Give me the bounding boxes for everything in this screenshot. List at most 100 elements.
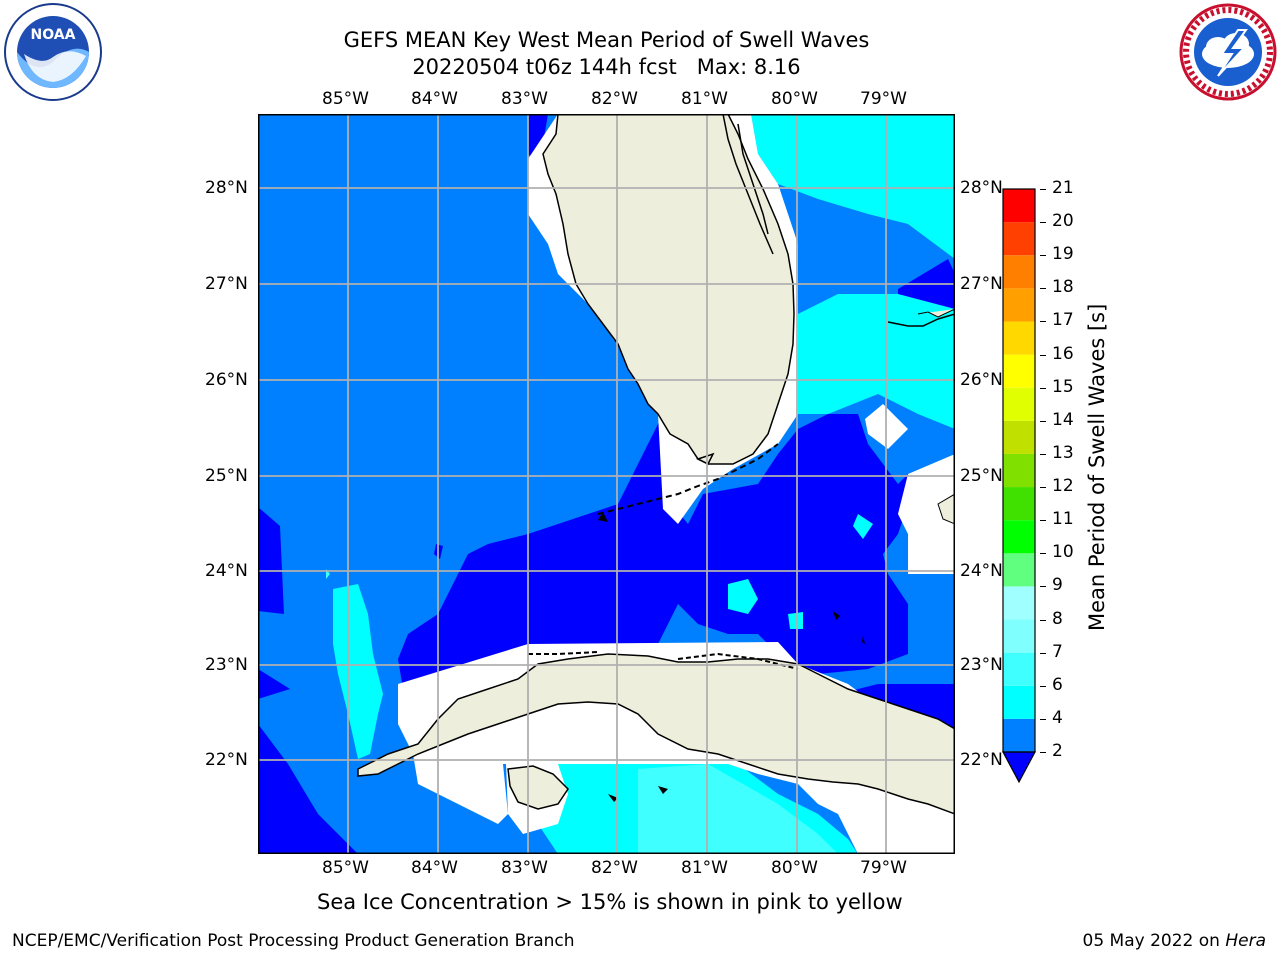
lon-label-top-79w: 79°W xyxy=(860,89,907,109)
map-panel xyxy=(258,113,956,854)
lon-label-top-80w: 80°W xyxy=(771,89,818,109)
colorbar-tick-mark-21 xyxy=(1040,189,1046,190)
swell-band-4-6-atlantic xyxy=(751,114,955,259)
colorbar-tick-mark-17 xyxy=(1040,321,1046,323)
lat-label-right-22n: 22°N xyxy=(960,750,1003,770)
colorbar-tick-2: 2 xyxy=(1052,741,1063,761)
colorbar-tick-19: 19 xyxy=(1052,244,1074,265)
map-gridlines xyxy=(258,114,955,854)
colorbar-tick-mark-18 xyxy=(1040,288,1046,290)
colorbar-tick-mark-16 xyxy=(1040,354,1046,356)
colorbar-band-20 xyxy=(1003,189,1035,223)
lat-label-left-28n: 28°N xyxy=(205,178,248,198)
map-frame xyxy=(258,114,955,854)
colorbar-tick-mark-6 xyxy=(1040,685,1046,687)
footer-date: 05 May 2022 on Hera xyxy=(1083,931,1267,951)
lon-label-top-84w: 84°W xyxy=(411,89,458,109)
colorbar-band-14 xyxy=(1003,387,1035,421)
colorbar-tick-10: 10 xyxy=(1052,542,1074,563)
lat-label-left-23n: 23°N xyxy=(205,655,248,675)
colorbar-tick-mark-13 xyxy=(1040,453,1046,455)
lat-label-right-24n: 24°N xyxy=(960,561,1003,581)
colorbar-extend-min xyxy=(1002,751,1036,784)
noaa-logo: NOAA xyxy=(2,2,104,102)
colorbar-band-10 xyxy=(1003,520,1035,554)
colorbar-band-8 xyxy=(1003,586,1035,620)
colorbar-band-9 xyxy=(1003,553,1035,587)
lon-label-top-83w: 83°W xyxy=(501,89,548,109)
noaa-logo-text: NOAA xyxy=(31,27,76,43)
colorbar-tick-4: 4 xyxy=(1052,707,1063,728)
sea-ice-caption: Sea Ice Concentration > 15% is shown in … xyxy=(317,890,903,914)
colorbar-band-17 xyxy=(1003,288,1035,322)
colorbar-tick-11: 11 xyxy=(1052,509,1074,530)
footer-date-text: 05 May 2022 on xyxy=(1082,931,1226,951)
lon-label-bottom-85w: 85°W xyxy=(322,858,369,878)
colorbar-tick-mark-14 xyxy=(1040,420,1046,422)
colorbar-tick-mark-2 xyxy=(1040,752,1046,753)
colorbar-tick-14: 14 xyxy=(1052,409,1074,430)
colorbar-tick-mark-7 xyxy=(1040,652,1046,654)
colorbar-band-16 xyxy=(1003,321,1035,355)
isla-de-la-juventud xyxy=(507,765,569,810)
colorbar-tick-8: 8 xyxy=(1052,608,1063,629)
colorbar-band-13 xyxy=(1003,420,1035,454)
footer-branch: NCEP/EMC/Verification Post Processing Pr… xyxy=(12,931,575,951)
colorbar-tick-mark-19 xyxy=(1040,255,1046,257)
lat-label-left-22n: 22°N xyxy=(205,750,248,770)
colorbar-band-6 xyxy=(1003,652,1035,686)
lon-label-top-82w: 82°W xyxy=(591,89,638,109)
colorbar-tick-mark-20 xyxy=(1040,222,1046,224)
colorbar-band-2 xyxy=(1003,718,1035,752)
cuba-land xyxy=(357,653,956,816)
colorbar-frame xyxy=(1002,188,1036,753)
colorbar-tick-mark-10 xyxy=(1040,553,1046,555)
lat-label-right-27n: 27°N xyxy=(960,274,1003,294)
lon-label-bottom-83w: 83°W xyxy=(501,858,548,878)
lat-label-left-26n: 26°N xyxy=(205,370,248,390)
colorbar-band-7 xyxy=(1003,619,1035,653)
colorbar-tick-7: 7 xyxy=(1052,641,1063,662)
colorbar-tick-mark-11 xyxy=(1040,520,1046,522)
colorbar-tick-12: 12 xyxy=(1052,476,1074,497)
lon-label-top-81w: 81°W xyxy=(681,89,728,109)
colorbar-tick-17: 17 xyxy=(1052,310,1074,331)
colorbar-band-19 xyxy=(1003,222,1035,256)
colorbar-band-12 xyxy=(1003,453,1035,488)
colorbar-title: Mean Period of Swell Waves [s] xyxy=(1085,303,1109,631)
colorbar xyxy=(1000,186,1040,786)
swell-band-4-6-west xyxy=(333,584,383,759)
colorbar-tick-18: 18 xyxy=(1052,277,1074,298)
lon-label-bottom-80w: 80°W xyxy=(771,858,818,878)
colorbar-band-15 xyxy=(1003,354,1035,388)
lat-label-right-25n: 25°N xyxy=(960,466,1003,486)
colorbar-tick-13: 13 xyxy=(1052,442,1074,463)
lon-label-bottom-81w: 81°W xyxy=(681,858,728,878)
colorbar-tick-9: 9 xyxy=(1052,575,1063,596)
lat-label-right-26n: 26°N xyxy=(960,370,1003,390)
florida-keys xyxy=(597,443,779,515)
colorbar-tick-mark-8 xyxy=(1040,619,1046,621)
lat-label-left-27n: 27°N xyxy=(205,274,248,294)
grand-bahama xyxy=(887,313,956,327)
title-line-1: GEFS MEAN Key West Mean Period of Swell … xyxy=(343,28,870,52)
lon-label-bottom-79w: 79°W xyxy=(860,858,907,878)
colorbar-tick-mark-4 xyxy=(1040,718,1046,720)
lat-label-left-25n: 25°N xyxy=(205,466,248,486)
florida-land xyxy=(542,113,795,465)
lon-label-top-85w: 85°W xyxy=(322,89,369,109)
swell-band-2-4-straits xyxy=(398,414,908,689)
colorbar-band-18 xyxy=(1003,255,1035,289)
colorbar-tick-mark-9 xyxy=(1040,586,1046,588)
swell-band-2-4-west xyxy=(258,507,284,614)
colorbar-tick-20: 20 xyxy=(1052,211,1074,232)
colorbar-tick-15: 15 xyxy=(1052,376,1074,397)
colorbar-tick-21: 21 xyxy=(1052,178,1074,198)
lon-label-bottom-82w: 82°W xyxy=(591,858,638,878)
footer-host: Hera xyxy=(1225,931,1266,951)
map-canvas xyxy=(258,113,956,854)
lon-label-bottom-84w: 84°W xyxy=(411,858,458,878)
colorbar-tick-mark-12 xyxy=(1040,487,1046,489)
lat-label-right-28n: 28°N xyxy=(960,178,1003,198)
colorbar-tick-16: 16 xyxy=(1052,343,1074,364)
